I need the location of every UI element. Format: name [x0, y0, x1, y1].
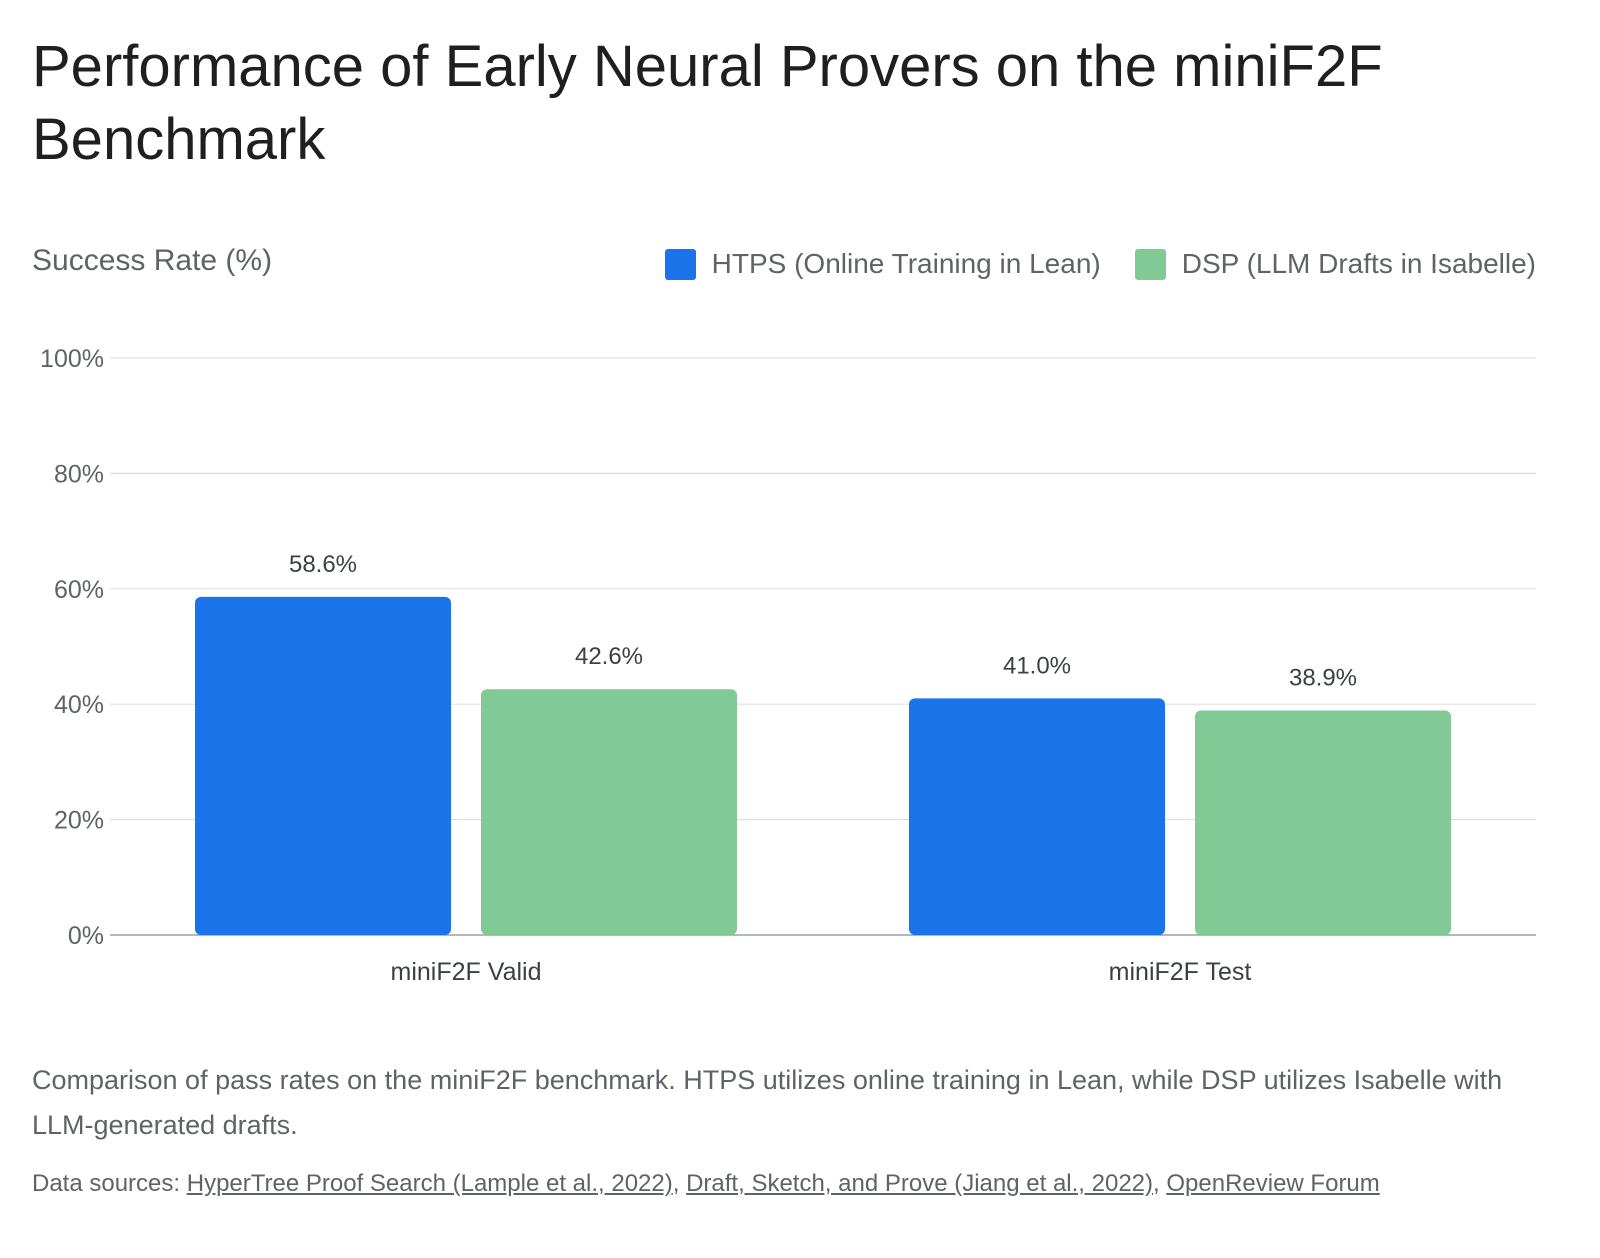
chart-title: Performance of Early Neural Provers on t…: [32, 34, 1383, 172]
y-tick-label: 0%: [68, 922, 104, 950]
y-tick-label: 40%: [54, 691, 104, 719]
legend-swatch-dsp: [1134, 248, 1166, 280]
sources-prefix: Data sources:: [32, 1170, 187, 1197]
bar-dsp: [481, 689, 737, 935]
x-tick-label: miniF2F Test: [1109, 958, 1252, 986]
legend-label-htps: HTPS (Online Training in Lean): [711, 248, 1101, 279]
y-axis-label: Success Rate (%): [32, 244, 273, 277]
sources-separator: ,: [672, 1170, 687, 1197]
bar-chart: 0% 20% 40% 60% 80% 100% 58.6% 42.6% miniF2F Vali…: [40, 345, 1536, 986]
legend: HTPS (Online Training in Lean) DSP (LLM …: [664, 248, 1536, 280]
y-tick-label: 60%: [54, 576, 104, 604]
y-tick-label: 100%: [40, 345, 104, 373]
x-tick-label: miniF2F Valid: [391, 958, 542, 986]
source-link-htps[interactable]: HyperTree Proof Search (Lample et al., 2…: [186, 1170, 673, 1197]
bar-htps: [195, 596, 451, 935]
data-label: 38.9%: [1289, 665, 1357, 692]
bar-dsp: [1195, 710, 1451, 935]
data-label: 41.0%: [1003, 652, 1071, 679]
legend-label-dsp: DSP (LLM Drafts in Isabelle): [1181, 248, 1536, 279]
data-label: 58.6%: [289, 551, 357, 578]
y-tick-label: 20%: [54, 807, 104, 835]
source-link-openreview[interactable]: OpenReview Forum: [1166, 1170, 1380, 1197]
bar-htps: [909, 698, 1165, 935]
chart-caption: Comparison of pass rates on the miniF2F …: [32, 1065, 1503, 1140]
legend-item-htps[interactable]: HTPS (Online Training in Lean): [664, 248, 1101, 280]
data-sources: Data sources: HyperTree Proof Search (La…: [32, 1170, 1572, 1198]
data-label: 42.6%: [575, 643, 643, 670]
source-link-dsp[interactable]: Draft, Sketch, and Prove (Jiang et al., …: [686, 1170, 1154, 1197]
y-tick-label: 80%: [54, 460, 104, 488]
legend-swatch-htps: [664, 248, 696, 280]
legend-item-dsp[interactable]: DSP (LLM Drafts in Isabelle): [1134, 248, 1536, 280]
sources-separator: ,: [1153, 1170, 1167, 1197]
